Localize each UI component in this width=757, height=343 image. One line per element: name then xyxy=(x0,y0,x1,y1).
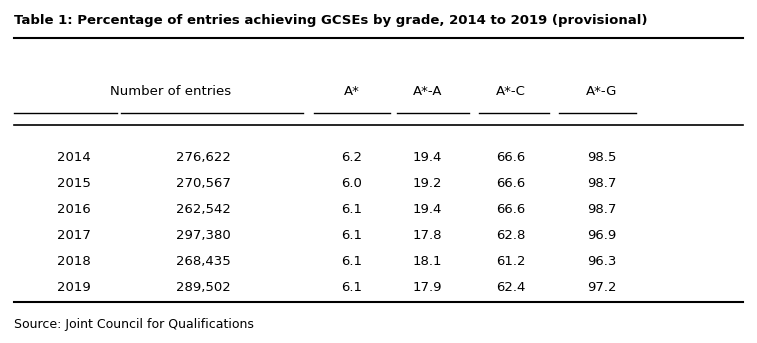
Text: 18.1: 18.1 xyxy=(413,255,442,268)
Text: 17.9: 17.9 xyxy=(413,281,442,294)
Text: 66.6: 66.6 xyxy=(497,203,525,216)
Text: 262,542: 262,542 xyxy=(176,203,231,216)
Text: Number of entries: Number of entries xyxy=(110,85,231,98)
Text: 297,380: 297,380 xyxy=(176,229,231,242)
Text: 2018: 2018 xyxy=(57,255,91,268)
Text: 6.1: 6.1 xyxy=(341,203,363,216)
Text: 6.1: 6.1 xyxy=(341,229,363,242)
Text: 98.7: 98.7 xyxy=(587,203,616,216)
Text: 2014: 2014 xyxy=(57,151,91,164)
Text: 96.3: 96.3 xyxy=(587,255,616,268)
Text: 2019: 2019 xyxy=(57,281,91,294)
Text: A*: A* xyxy=(344,85,360,98)
Text: Table 1: Percentage of entries achieving GCSEs by grade, 2014 to 2019 (provision: Table 1: Percentage of entries achieving… xyxy=(14,14,647,27)
Text: 97.2: 97.2 xyxy=(587,281,616,294)
Text: 2016: 2016 xyxy=(57,203,91,216)
Text: 289,502: 289,502 xyxy=(176,281,231,294)
Text: 17.8: 17.8 xyxy=(413,229,442,242)
Text: 62.8: 62.8 xyxy=(497,229,525,242)
Text: A*-G: A*-G xyxy=(586,85,618,98)
Text: 66.6: 66.6 xyxy=(497,151,525,164)
Text: 270,567: 270,567 xyxy=(176,177,231,190)
Text: 96.9: 96.9 xyxy=(587,229,616,242)
Text: A*-A: A*-A xyxy=(413,85,442,98)
Text: 2017: 2017 xyxy=(57,229,91,242)
Text: 19.2: 19.2 xyxy=(413,177,442,190)
Text: 2015: 2015 xyxy=(57,177,91,190)
Text: 6.2: 6.2 xyxy=(341,151,363,164)
Text: Source: Joint Council for Qualifications: Source: Joint Council for Qualifications xyxy=(14,318,254,331)
Text: 19.4: 19.4 xyxy=(413,151,442,164)
Text: 6.1: 6.1 xyxy=(341,281,363,294)
Text: 62.4: 62.4 xyxy=(497,281,525,294)
Text: 66.6: 66.6 xyxy=(497,177,525,190)
Text: 98.5: 98.5 xyxy=(587,151,616,164)
Text: 98.7: 98.7 xyxy=(587,177,616,190)
Text: A*-C: A*-C xyxy=(496,85,526,98)
Text: 61.2: 61.2 xyxy=(497,255,525,268)
Text: 6.1: 6.1 xyxy=(341,255,363,268)
Text: 268,435: 268,435 xyxy=(176,255,231,268)
Text: 19.4: 19.4 xyxy=(413,203,442,216)
Text: 276,622: 276,622 xyxy=(176,151,231,164)
Text: 6.0: 6.0 xyxy=(341,177,363,190)
